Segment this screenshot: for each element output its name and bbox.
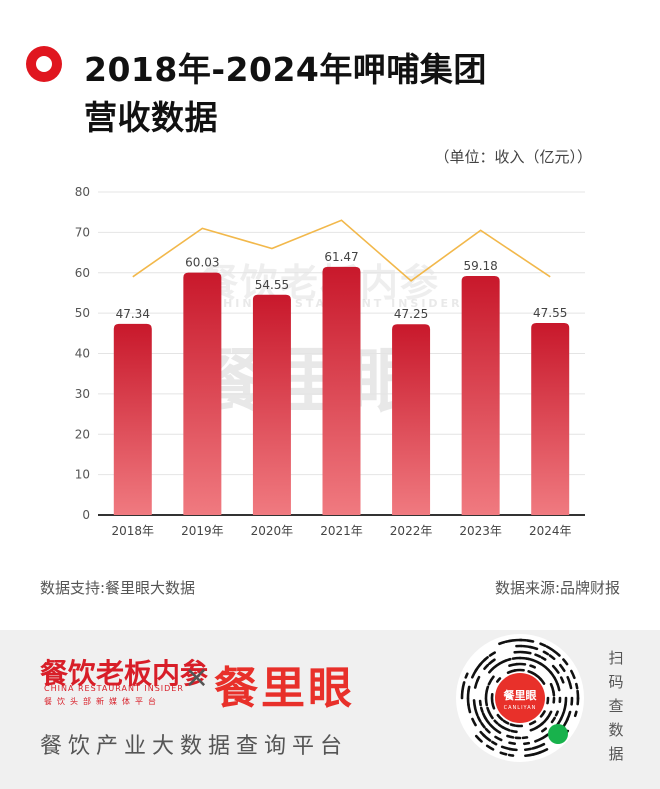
data-support-text: 数据支持:餐里眼大数据 bbox=[40, 579, 196, 597]
data-label-3: 61.47 bbox=[324, 250, 358, 264]
bar-4 bbox=[392, 324, 431, 515]
x-tick-label-6: 2024年 bbox=[529, 524, 572, 538]
y-tick-label: 50 bbox=[75, 306, 90, 320]
data-label-0: 47.34 bbox=[116, 307, 150, 321]
x-tick-label-3: 2021年 bbox=[320, 524, 363, 538]
bar-3 bbox=[322, 266, 361, 515]
bar-5 bbox=[461, 276, 500, 515]
x-tick-label-4: 2022年 bbox=[390, 524, 433, 538]
footer-banner: 餐饮老板内参 CHINA RESTAURANT INSIDER 餐饮头部新媒体平… bbox=[0, 630, 660, 789]
qr-center-name: 餐里眼 bbox=[503, 689, 537, 702]
revenue-bar-chart: 0 10 20 30 40 50 60 70 80 47.34 2018年 60.03 2019年 54… bbox=[75, 185, 585, 538]
y-tick-label: 30 bbox=[75, 387, 90, 401]
y-tick-label: 80 bbox=[75, 185, 90, 199]
y-tick-label: 20 bbox=[75, 427, 90, 441]
bar-2 bbox=[252, 294, 291, 515]
x-tick-label-1: 2019年 bbox=[181, 524, 224, 538]
brand-logo-canliyan: 餐里眼 bbox=[214, 663, 355, 714]
brand-logo-en: CHINA RESTAURANT INSIDER bbox=[44, 684, 184, 693]
y-tick-label: 60 bbox=[75, 266, 90, 280]
brand-logo-cn: 餐饮老板内参 bbox=[40, 657, 209, 690]
unit-label: （单位：收入（亿元）） bbox=[434, 148, 592, 166]
bar-1 bbox=[183, 272, 222, 515]
x-tick-label-0: 2018年 bbox=[112, 524, 155, 538]
qr-center-en: CANLIYAN bbox=[503, 705, 537, 711]
chart-title-line1: 2018年-2024年呷哺集团 bbox=[84, 50, 487, 89]
title-bullet-icon bbox=[26, 46, 62, 82]
y-tick-label: 0 bbox=[82, 508, 90, 522]
footer-tagline: 餐饮产业大数据查询平台 bbox=[40, 734, 349, 759]
data-label-6: 47.55 bbox=[533, 306, 567, 320]
y-tick-label: 10 bbox=[75, 468, 90, 482]
data-label-4: 47.25 bbox=[394, 307, 428, 321]
data-label-5: 59.18 bbox=[463, 259, 497, 273]
bar-0 bbox=[113, 323, 152, 515]
x-tick-label-2: 2020年 bbox=[251, 524, 294, 538]
mini-program-code[interactable]: 餐里眼 CANLIYAN bbox=[456, 634, 584, 762]
data-label-1: 60.03 bbox=[185, 256, 219, 270]
x-tick-label-5: 2023年 bbox=[459, 524, 502, 538]
watermark-brand-cn: 餐饮老板内参 bbox=[200, 261, 441, 305]
cross-icon: × bbox=[184, 660, 210, 695]
wechat-mini-program-icon bbox=[548, 724, 568, 744]
data-source-text: 数据来源:品牌财报 bbox=[494, 579, 620, 597]
qr-center-logo: 餐里眼 CANLIYAN bbox=[495, 673, 545, 723]
trend-line bbox=[132, 219, 551, 282]
data-label-2: 54.55 bbox=[255, 278, 289, 292]
chart-title-line2: 营收数据 bbox=[84, 98, 218, 137]
y-tick-label: 40 bbox=[75, 347, 90, 361]
qr-pattern-icon bbox=[460, 638, 580, 758]
bar-6 bbox=[531, 323, 570, 515]
y-tick-label: 70 bbox=[75, 225, 90, 239]
brand-logo-sub: 餐饮头部新媒体平台 bbox=[44, 697, 161, 706]
scan-to-query-text: 扫码查数据 bbox=[608, 649, 624, 763]
